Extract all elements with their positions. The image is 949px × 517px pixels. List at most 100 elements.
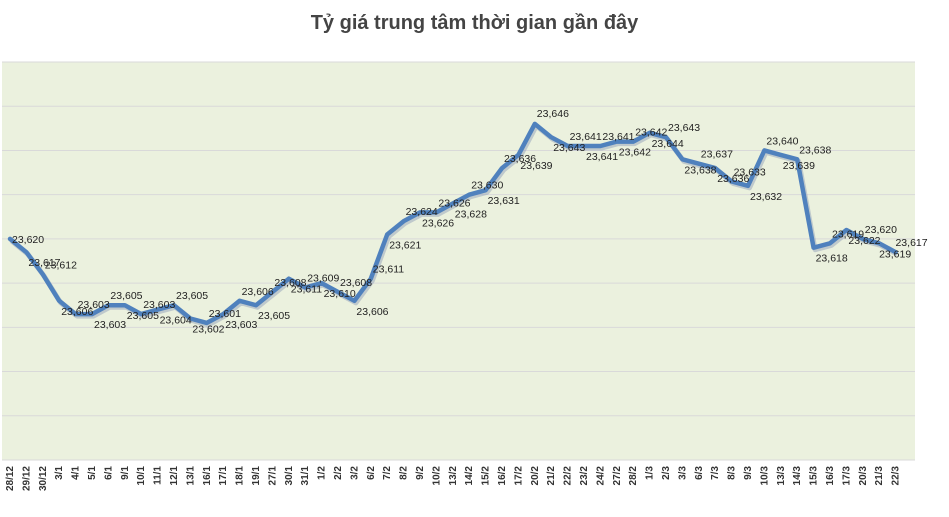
x-tick-label: 7/3: [710, 466, 721, 480]
data-label: 23,622: [848, 235, 880, 247]
x-tick-label: 13/3: [776, 466, 787, 486]
x-tick-label: 13/2: [448, 466, 459, 486]
x-tick-label: 15/3: [809, 466, 820, 486]
x-tick-label: 24/2: [595, 466, 606, 486]
x-tick-label: 14/3: [792, 466, 803, 486]
data-label: 23,617: [895, 237, 927, 249]
data-label: 23,609: [307, 273, 339, 285]
x-tick-label: 27/2: [612, 466, 623, 486]
data-label: 23,603: [94, 319, 126, 331]
data-label: 23,638: [684, 164, 716, 176]
x-tick-label: 2/2: [333, 466, 344, 480]
data-label: 23,643: [668, 122, 700, 134]
x-tick-label: 12/1: [169, 466, 180, 486]
data-labels: 23,62023,61723,61223,60623,60323,60323,6…: [12, 108, 928, 336]
data-label: 23,605: [176, 290, 208, 302]
x-tick-label: 17/3: [841, 466, 852, 486]
x-tick-label: 10/2: [431, 466, 442, 486]
data-label: 23,618: [816, 253, 848, 265]
data-label: 23,601: [209, 308, 241, 320]
x-tick-label: 3/1: [54, 466, 65, 480]
data-label: 23,619: [879, 248, 911, 260]
x-tick-label: 29/12: [21, 466, 32, 491]
data-label: 23,626: [438, 197, 470, 209]
data-label: 23,626: [422, 217, 454, 229]
x-tick-label: 30/12: [38, 466, 49, 491]
data-label: 23,637: [701, 149, 733, 161]
x-tick-label: 9/3: [743, 466, 754, 480]
data-label: 23,636: [504, 153, 536, 165]
data-label: 23,603: [78, 299, 110, 311]
x-tick-label: 15/2: [481, 466, 492, 486]
chart-title: Tỷ giá trung tâm thời gian gần đây: [310, 12, 639, 34]
data-label: 23,639: [520, 160, 552, 172]
x-tick-label: 16/2: [497, 466, 508, 486]
x-tick-label: 10/3: [759, 466, 770, 486]
x-tick-label: 27/1: [267, 466, 278, 486]
x-tick-label: 11/1: [153, 466, 164, 485]
x-tick-label: 10/1: [136, 466, 147, 486]
data-label: 23,633: [734, 166, 766, 178]
data-label: 23,630: [471, 180, 503, 192]
gridlines: [2, 61, 915, 461]
x-tick-label: 31/1: [300, 466, 311, 486]
x-tick-label: 23/2: [579, 466, 590, 486]
x-tick-label: 6/3: [694, 466, 705, 480]
plot-area: [2, 62, 915, 460]
x-tick-label: 22/3: [891, 466, 902, 486]
data-label: 23,619: [832, 228, 864, 240]
x-tick-label: 8/2: [399, 466, 410, 480]
x-tick-label: 30/1: [284, 466, 295, 486]
x-tick-label: 5/1: [87, 466, 98, 480]
data-label: 23,646: [537, 108, 569, 120]
x-tick-label: 2/3: [661, 466, 672, 480]
data-label: 23,603: [225, 319, 257, 331]
data-label: 23,639: [783, 160, 815, 172]
data-label: 23,605: [127, 310, 159, 322]
x-tick-label: 13/1: [185, 466, 196, 486]
data-label: 23,605: [258, 310, 290, 322]
x-tick-label: 21/3: [874, 466, 885, 486]
data-label: 23,620: [865, 224, 897, 236]
x-tick-label: 20/3: [858, 466, 869, 486]
data-label: 23,606: [242, 286, 274, 298]
data-label: 23,624: [406, 206, 438, 218]
x-tick-label: 16/1: [202, 466, 213, 486]
data-label: 23,643: [553, 142, 585, 154]
x-tick-label: 21/2: [546, 466, 557, 486]
x-tick-label: 1/2: [317, 466, 328, 480]
x-tick-label: 8/3: [727, 466, 738, 480]
x-tick-label: 7/2: [382, 466, 393, 480]
data-label: 23,621: [389, 240, 421, 252]
data-label: 23,636: [717, 173, 749, 185]
data-label: 23,608: [340, 277, 372, 289]
data-label: 23,631: [488, 195, 520, 207]
data-label: 23,642: [635, 127, 667, 139]
data-label: 23,602: [192, 324, 224, 336]
data-label: 23,606: [356, 306, 388, 318]
data-label: 23,641: [586, 151, 618, 163]
data-label: 23,605: [110, 290, 142, 302]
data-label: 23,641: [570, 131, 602, 143]
data-label: 23,632: [750, 191, 782, 203]
x-tick-label: 28/2: [628, 466, 639, 486]
data-label: 23,612: [45, 259, 77, 271]
data-label: 23,604: [160, 315, 192, 327]
x-tick-label: 14/2: [464, 466, 475, 486]
x-tick-label: 18/1: [235, 466, 246, 486]
x-tick-label: 22/2: [563, 466, 574, 486]
x-tick-label: 16/3: [825, 466, 836, 486]
x-tick-label: 9/1: [120, 466, 131, 480]
data-label: 23,608: [274, 277, 306, 289]
x-tick-label: 17/1: [218, 466, 229, 486]
x-axis-ticks: 28/12 29/12 30/12 3/1 4/1 5/1 6/1 9/1 10/1 11/1 12…: [5, 466, 902, 491]
data-label: 23,640: [766, 135, 798, 147]
data-label: 23,617: [28, 257, 60, 269]
data-label: 23,642: [619, 147, 651, 159]
data-label: 23,620: [12, 234, 44, 246]
x-tick-label: 9/2: [415, 466, 426, 480]
x-tick-label: 3/3: [677, 466, 688, 480]
x-tick-label: 17/2: [513, 466, 524, 486]
